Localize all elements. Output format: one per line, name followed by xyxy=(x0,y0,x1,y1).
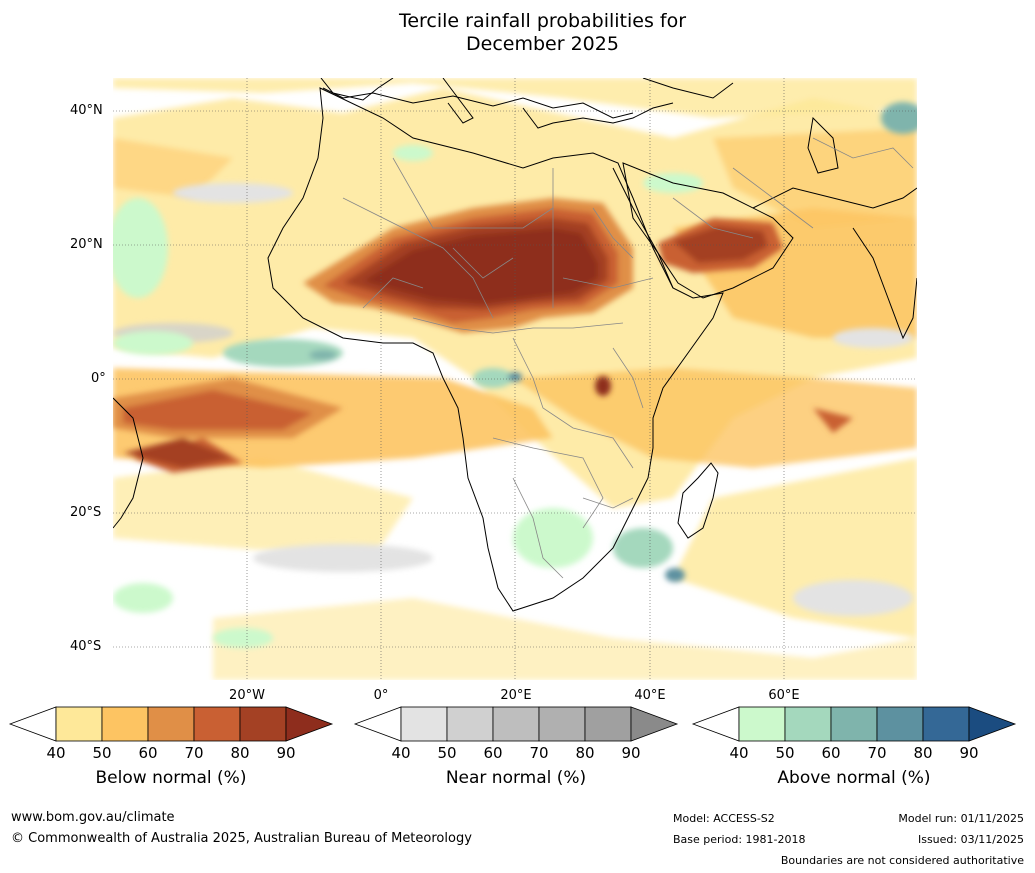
title-line-1: Tercile rainfall probabilities for xyxy=(398,10,687,32)
strong-below-normal-field xyxy=(113,198,853,473)
colorbar-segment xyxy=(876,706,924,742)
country-borders xyxy=(342,137,914,579)
colorbar-above-normal-svg xyxy=(691,706,1017,742)
colorbar-segment xyxy=(922,706,970,742)
rainfall-probability-map xyxy=(113,78,917,680)
below-tick-50: 50 xyxy=(92,744,112,762)
below-tick-60: 60 xyxy=(138,744,158,762)
graticule xyxy=(113,78,917,680)
colorbar-segment xyxy=(784,706,832,742)
above-tick-60: 60 xyxy=(821,744,841,762)
near-normal-label: Near normal (%) xyxy=(445,768,587,788)
below-tick-90: 90 xyxy=(276,744,296,762)
above-normal-field xyxy=(113,102,917,648)
lat-label-40s: 40°S xyxy=(70,639,102,654)
colorbar-extend-low xyxy=(353,706,402,742)
below-tick-70: 70 xyxy=(184,744,204,762)
title-line-2: December 2025 xyxy=(466,33,619,55)
colorbar-below-normal xyxy=(8,700,334,742)
colorbar-extend-low xyxy=(8,706,57,742)
lat-label-0: 0° xyxy=(91,371,106,386)
chart-title: Tercile rainfall probabilities for Decem… xyxy=(0,10,1035,56)
colorbar-below-normal-svg xyxy=(8,706,334,742)
issued-text: Issued: 03/11/2025 xyxy=(917,833,1024,846)
near-tick-90: 90 xyxy=(621,744,641,762)
near-tick-80: 80 xyxy=(575,744,595,762)
colorbar-segment xyxy=(400,706,448,742)
colorbar-segment xyxy=(492,706,540,742)
lon-label-0: 0° xyxy=(373,688,389,703)
below-normal-label: Below normal (%) xyxy=(95,768,247,788)
colorbar-segment xyxy=(830,706,878,742)
model-run-text: Model run: 01/11/2025 xyxy=(898,812,1024,825)
colorbar-segment xyxy=(738,706,786,742)
map-canvas xyxy=(113,78,917,680)
above-tick-40: 40 xyxy=(729,744,749,762)
above-tick-80: 80 xyxy=(913,744,933,762)
base-period-text: Base period: 1981-2018 xyxy=(673,833,806,846)
below-tick-40: 40 xyxy=(46,744,66,762)
lat-label-20n: 20°N xyxy=(70,237,103,252)
lon-label-20e: 20°E xyxy=(500,688,532,703)
near-tick-70: 70 xyxy=(529,744,549,762)
colorbar-segment xyxy=(584,706,632,742)
colorbar-segment xyxy=(147,706,195,742)
website-link[interactable]: www.bom.gov.au/climate xyxy=(11,810,175,825)
near-tick-40: 40 xyxy=(391,744,411,762)
model-text: Model: ACCESS-S2 xyxy=(673,812,775,825)
lat-label-20s: 20°S xyxy=(70,505,102,520)
lon-label-20w: 20°W xyxy=(229,688,265,703)
copyright-text: © Commonwealth of Australia 2025, Austra… xyxy=(11,831,472,846)
above-normal-label: Above normal (%) xyxy=(777,768,931,788)
colorbar-segment xyxy=(193,706,241,742)
colorbar-segment xyxy=(446,706,494,742)
colorbar-above-normal xyxy=(691,700,1017,742)
disclaimer-text: Boundaries are not considered authoritat… xyxy=(780,854,1024,867)
colorbar-extend-high xyxy=(630,706,679,742)
near-tick-50: 50 xyxy=(437,744,457,762)
colorbar-extend-low xyxy=(691,706,740,742)
colorbar-near-normal xyxy=(353,700,679,742)
coastlines xyxy=(113,78,917,612)
colorbar-extend-high xyxy=(285,706,334,742)
near-tick-60: 60 xyxy=(483,744,503,762)
colorbar-segment xyxy=(101,706,149,742)
colorbar-segment xyxy=(55,706,103,742)
lat-label-40n: 40°N xyxy=(70,103,103,118)
colorbar-extend-high xyxy=(968,706,1017,742)
above-tick-70: 70 xyxy=(867,744,887,762)
above-tick-90: 90 xyxy=(959,744,979,762)
lon-label-40e: 40°E xyxy=(634,688,666,703)
lon-label-60e: 60°E xyxy=(768,688,800,703)
colorbar-near-normal-svg xyxy=(353,706,679,742)
colorbar-segment xyxy=(538,706,586,742)
above-tick-50: 50 xyxy=(775,744,795,762)
below-tick-80: 80 xyxy=(230,744,250,762)
colorbar-segment xyxy=(239,706,287,742)
